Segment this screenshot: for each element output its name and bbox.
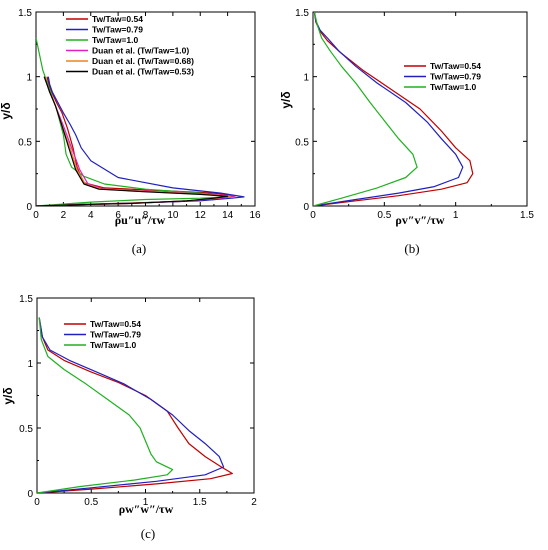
y-tick-label: 0.5 <box>295 137 309 148</box>
x-tick-label: 0.5 <box>377 210 391 221</box>
series-line-tw-taw-1-0 <box>37 317 174 493</box>
legend-label: Tw/Taw=1.0 <box>90 340 136 350</box>
x-tick-label: 10 <box>167 210 179 221</box>
legend-label: Tw/Taw=0.79 <box>92 25 143 35</box>
legend-label: Tw/Taw=1.0 <box>92 35 138 45</box>
legend-label: Tw/Taw=1.0 <box>430 82 476 92</box>
x-tick-label: 0 <box>34 497 40 508</box>
series-line-duan-et-al-tw-taw-0-68 <box>36 76 231 206</box>
y-tick-label: 1 <box>303 73 309 84</box>
panel-caption: (b) <box>404 241 419 256</box>
y-tick-label: 0 <box>27 489 33 500</box>
legend-label: Tw/Taw=0.54 <box>430 61 481 71</box>
chart-a: 0 2 4 6 8 10 12 14 16 0 0.5 1 1.5 Tw/Taw=0.54Tw/Taw=0… <box>0 8 261 256</box>
y-axis-label: y/δ <box>1 387 15 404</box>
x-tick-label: 1 <box>143 497 149 508</box>
series-line-tw-taw-0-54 <box>36 76 237 206</box>
chart-b: 0 0.5 1 1.5 0 0.5 1 1.5 Tw/Taw=0.54Tw/Taw=0.79Tw… <box>279 8 534 256</box>
legend-label: Tw/Taw=0.79 <box>430 72 481 82</box>
x-tick-label: 12 <box>195 210 207 221</box>
y-tick-label: 1 <box>26 73 32 84</box>
series-line-tw-taw-0-79 <box>36 76 245 206</box>
x-tick-label: 2 <box>61 210 67 221</box>
x-tick-label: 6 <box>115 210 121 221</box>
y-axis-label: y/δ <box>0 102 13 119</box>
y-tick-label: 1 <box>27 359 33 370</box>
legend-label: Duan et al. (Tw/Taw=1.0) <box>92 46 189 56</box>
legend-label: Tw/Taw=0.54 <box>90 319 141 329</box>
y-tick-label: 0.5 <box>18 137 32 148</box>
y-tick-label: 0.5 <box>19 424 33 435</box>
y-tick-label: 1.5 <box>295 8 309 19</box>
series-line-duan-et-al-tw-taw-0-53 <box>36 76 229 206</box>
x-tick-label: 8 <box>143 210 149 221</box>
x-axis-label: ρv″v″/τw <box>395 213 445 227</box>
y-tick-label: 0 <box>26 202 32 213</box>
y-tick-label: 1.5 <box>18 8 32 19</box>
y-tick-label: 1.5 <box>19 294 33 305</box>
x-tick-label: 14 <box>222 210 234 221</box>
y-axis-label: y/δ <box>279 91 293 108</box>
x-tick-label: 1.5 <box>193 497 207 508</box>
series-line-tw-taw-0-54 <box>313 12 474 206</box>
x-tick-label: 1.5 <box>520 210 534 221</box>
series-line-tw-taw-0-79 <box>37 317 225 493</box>
x-tick-label: 2 <box>251 497 257 508</box>
legend-label: Duan et al. (Tw/Taw=0.53) <box>92 67 194 77</box>
legend-label: Tw/Taw=0.79 <box>90 330 141 340</box>
panel-caption: (c) <box>141 526 155 541</box>
panel-caption: (a) <box>132 241 146 256</box>
series-line-tw-taw-0-79 <box>313 12 464 206</box>
series-line-duan-et-al-tw-taw-1-0 <box>36 76 236 206</box>
x-axis-label: ρw″w″/τw <box>119 502 174 516</box>
chart-c: 0 0.5 1 1.5 2 0 0.5 1 1.5 Tw/Taw=0.54Tw/Taw=0.79T… <box>1 294 257 541</box>
legend-label: Tw/Taw=0.54 <box>92 14 143 24</box>
x-tick-label: 0 <box>310 210 316 221</box>
x-tick-label: 1 <box>453 210 459 221</box>
x-tick-label: 0 <box>33 210 39 221</box>
x-tick-label: 16 <box>249 210 261 221</box>
legend-label: Duan et al. (Tw/Taw=0.68) <box>92 56 194 66</box>
plot-frame <box>35 11 256 207</box>
x-axis-label: ρu″u″/τw <box>115 213 166 227</box>
series-line-tw-taw-1-0 <box>313 12 418 206</box>
x-tick-label: 4 <box>88 210 94 221</box>
y-tick-label: 0 <box>303 202 309 213</box>
x-tick-label: 0.5 <box>84 497 98 508</box>
series-line-tw-taw-0-54 <box>37 317 233 493</box>
